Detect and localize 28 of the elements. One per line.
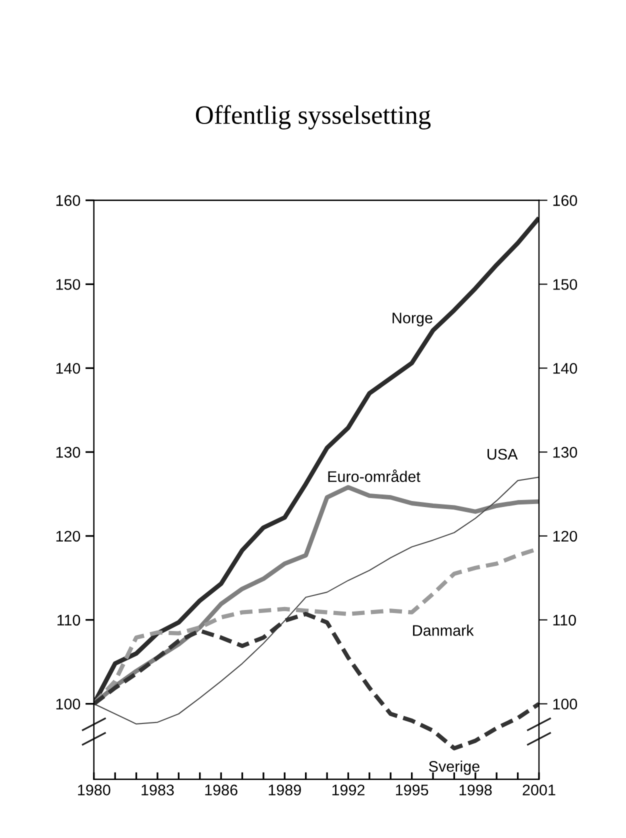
x-tick-label: 1995 <box>396 784 428 796</box>
x-tick-label: 1986 <box>205 784 238 796</box>
y2-tick-label: 100 <box>553 698 578 710</box>
y2-tick-label: 120 <box>553 530 578 542</box>
y2-tick-label: 160 <box>553 195 578 206</box>
series-label: Euro-området <box>328 470 420 482</box>
y2-tick-label: 140 <box>553 362 578 374</box>
x-tick-label: 1992 <box>332 784 364 796</box>
y-tick-label: 110 <box>58 614 80 626</box>
x-tick-label: 2001 <box>522 784 556 796</box>
y2-tick-label: 130 <box>553 446 578 458</box>
y-tick-label: 160 <box>56 195 80 206</box>
y2-tick-label: 110 <box>553 614 576 626</box>
x-tick-label: 1983 <box>142 784 174 796</box>
y2-tick-label: 150 <box>553 279 578 290</box>
y-tick-label: 140 <box>56 362 80 374</box>
x-tick-label: 1989 <box>268 784 301 796</box>
x-tick-label: 1998 <box>460 784 492 796</box>
series-label: Sverige <box>429 760 480 775</box>
x-tick-label: 1980 <box>78 784 110 796</box>
y-tick-label: 150 <box>56 279 80 290</box>
series-label: Danmark <box>413 624 474 636</box>
series-label: Norge <box>392 312 432 326</box>
series-label: USA <box>488 448 518 460</box>
y-tick-label: 120 <box>56 530 80 542</box>
chart-title: Offentlig sysselsetting <box>196 105 431 130</box>
y-tick-label: 130 <box>56 446 80 458</box>
y-tick-label: 100 <box>56 698 80 710</box>
